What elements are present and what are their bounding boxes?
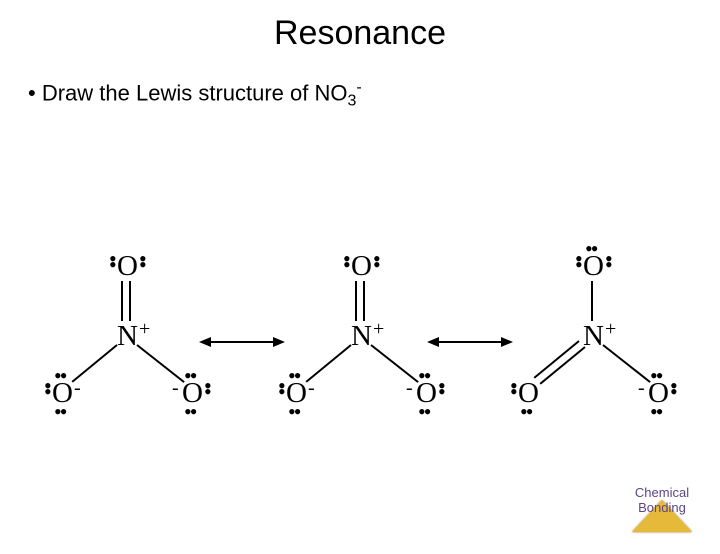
atom-N: N: [117, 322, 138, 351]
lone-pair: ••: [585, 238, 596, 260]
lone-pair: ••: [288, 365, 299, 387]
bond: [355, 281, 357, 321]
lone-pair: ••: [670, 383, 678, 395]
resonance-arrow-icon: [420, 330, 520, 354]
resonance-arrow-icon: [192, 330, 292, 354]
lone-pair: ••: [605, 256, 613, 268]
footer-line2: Bonding: [638, 500, 686, 515]
lone-pair: ••: [278, 383, 286, 395]
lone-pair: ••: [288, 401, 299, 423]
resonance-diagram: N+OOO••••••••••••••••--N+OOO••••••••••••…: [0, 244, 720, 444]
lone-pair: ••: [54, 401, 65, 423]
charge: -: [638, 377, 645, 400]
bond: [533, 340, 579, 379]
bullet-prefix: Draw the Lewis structure of NO: [42, 80, 348, 105]
lone-pair: ••: [438, 383, 446, 395]
atom-O: O: [117, 252, 138, 281]
charge: -: [308, 377, 315, 400]
atom-O: O: [351, 252, 372, 281]
lone-pair: ••: [139, 256, 147, 268]
charge: +: [605, 318, 616, 341]
resonance-structure-3: N+OOO••••••••••••••••-: [508, 244, 678, 414]
footer-line1: Chemical: [635, 485, 689, 500]
charge: -: [406, 377, 413, 400]
lone-pair: ••: [418, 401, 429, 423]
atom-N: N: [351, 322, 372, 351]
lone-pair: ••: [575, 256, 583, 268]
lone-pair: ••: [109, 256, 117, 268]
charge: +: [373, 318, 384, 341]
bond: [363, 281, 365, 321]
resonance-structure-1: N+OOO••••••••••••••••--: [42, 244, 212, 414]
bullet-text: • Draw the Lewis structure of NO3-: [28, 79, 720, 111]
charge: -: [172, 377, 179, 400]
lone-pair: ••: [650, 401, 661, 423]
bond: [591, 281, 593, 321]
lone-pair: ••: [418, 365, 429, 387]
lone-pair: ••: [343, 256, 351, 268]
charge: -: [74, 377, 81, 400]
bullet-sup: -: [356, 79, 361, 96]
charge: +: [139, 318, 150, 341]
footer-badge: Chemical Bonding: [622, 478, 702, 540]
resonance-structure-2: N+OOO••••••••••••••••--: [276, 244, 446, 414]
lone-pair: ••: [650, 365, 661, 387]
lone-pair: ••: [510, 383, 518, 395]
atom-N: N: [583, 322, 604, 351]
lone-pair: ••: [184, 401, 195, 423]
lone-pair: ••: [204, 383, 212, 395]
lone-pair: ••: [44, 383, 52, 395]
lone-pair: ••: [54, 365, 65, 387]
bond: [129, 281, 131, 321]
lone-pair: ••: [520, 401, 531, 423]
bond: [121, 281, 123, 321]
page-title: Resonance: [0, 14, 720, 53]
lone-pair: ••: [184, 365, 195, 387]
lone-pair: ••: [373, 256, 381, 268]
